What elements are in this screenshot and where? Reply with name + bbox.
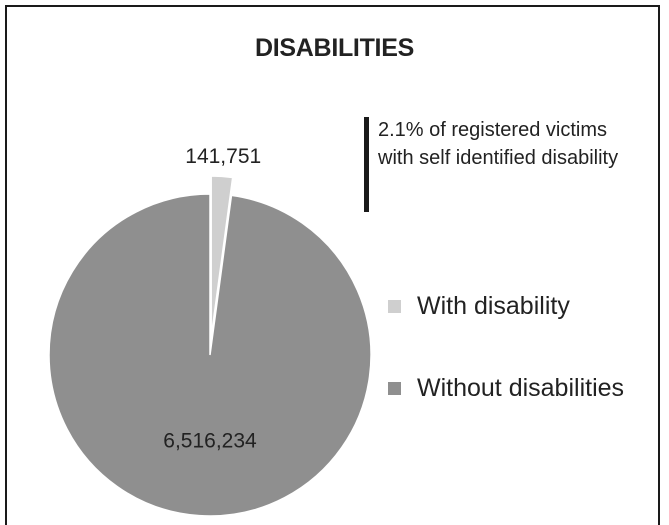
data-label-without-disabilities: 6,516,234 bbox=[163, 430, 257, 453]
chart-title: DISABILITIES bbox=[255, 34, 414, 62]
legend-label-without-disabilities: Without disabilities bbox=[417, 374, 625, 402]
legend-item-with-disability: With disability bbox=[388, 292, 570, 321]
legend-label-with-disability: With disability bbox=[417, 292, 570, 320]
legend-swatch-without-disabilities bbox=[388, 382, 401, 395]
pie-slice-with-disability bbox=[210, 175, 234, 338]
legend-item-without-disabilities: Without disabilities bbox=[388, 374, 624, 403]
annotation-text: 2.1% of registered victims with self ide… bbox=[378, 119, 619, 169]
pie-slice-without-disabilities bbox=[48, 193, 372, 517]
legend-swatch-with-disability bbox=[388, 300, 401, 313]
annotation-bar bbox=[364, 117, 369, 212]
data-label-with-disability: 141,751 bbox=[185, 145, 261, 168]
